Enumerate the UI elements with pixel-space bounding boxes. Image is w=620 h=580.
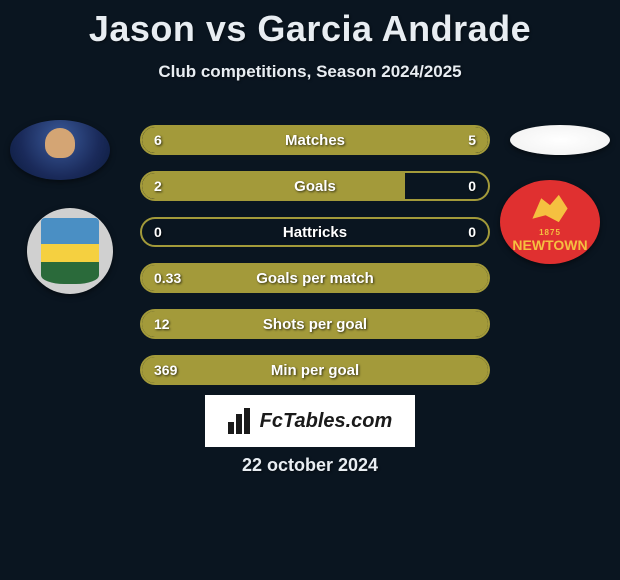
stat-row: 00Hattricks (140, 217, 490, 247)
player-left-photo (10, 120, 110, 180)
branding-badge: FcTables.com (205, 395, 415, 447)
club-right-year: 1875 (539, 228, 561, 237)
page-title: Jason vs Garcia Andrade (0, 0, 620, 50)
stats-bars: 65Matches 20Goals 00Hattricks 0.33Goals per… (140, 125, 490, 401)
stat-label: Matches (142, 127, 488, 153)
stat-label: Min per goal (142, 357, 488, 383)
club-right-badge: 1875 NEWTOWN (500, 180, 600, 264)
dragon-icon (528, 192, 572, 226)
club-right-name: NEWTOWN (512, 237, 587, 253)
subtitle: Club competitions, Season 2024/2025 (0, 62, 620, 82)
stat-row: 65Matches (140, 125, 490, 155)
stat-row: 0.33Goals per match (140, 263, 490, 293)
stat-row: 369Min per goal (140, 355, 490, 385)
club-left-badge (27, 208, 113, 294)
branding-text: FcTables.com (260, 410, 393, 433)
stat-label: Goals (142, 173, 488, 199)
stat-label: Hattricks (142, 219, 488, 245)
footer-date: 22 october 2024 (0, 455, 620, 476)
player-right-photo (510, 125, 610, 155)
stat-label: Shots per goal (142, 311, 488, 337)
stat-label: Goals per match (142, 265, 488, 291)
stat-row: 20Goals (140, 171, 490, 201)
stat-row: 12Shots per goal (140, 309, 490, 339)
barchart-icon (228, 408, 254, 434)
